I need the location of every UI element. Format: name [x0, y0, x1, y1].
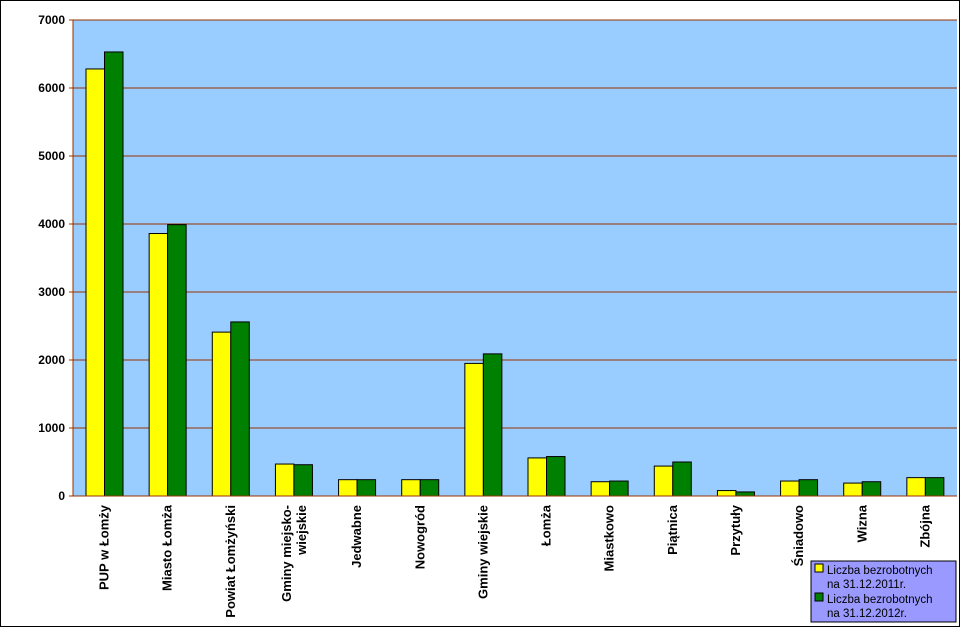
- x-tick-label: Gminy wiejskie: [475, 505, 490, 599]
- legend-label: Liczba bezrobotnych na 31.12.2012r.: [827, 594, 932, 620]
- bar: [546, 456, 566, 497]
- x-tick-group: Miastkowo: [602, 505, 617, 572]
- x-tick-group: Powiat Łomżyński: [223, 505, 238, 618]
- y-tick-label: 0: [58, 489, 65, 503]
- x-tick-group: Gminy wiejskie: [475, 505, 490, 599]
- bar: [464, 362, 484, 497]
- legend-box: [810, 560, 957, 623]
- plot-area: [73, 20, 957, 496]
- bar: [716, 490, 737, 497]
- bar: [419, 479, 440, 497]
- x-tick-group: Nowogród: [412, 505, 427, 569]
- x-tick-label: Powiat Łomżyński: [223, 505, 238, 618]
- x-tick-label: Przytuły: [728, 504, 743, 555]
- x-tick-group: Jedwabne: [349, 505, 364, 568]
- legend-label: Liczba bezrobotnych na 31.12.2011r.: [827, 565, 932, 591]
- x-tick-label: Miasto Łomża: [160, 504, 175, 591]
- bar: [527, 457, 547, 497]
- bar: [906, 477, 926, 497]
- x-tick-group: Gminy miejsko-wiejskie: [279, 505, 309, 602]
- x-tick-label: PUP w Łomży: [97, 504, 112, 590]
- bar: [230, 321, 250, 497]
- x-tick-group: Zbójna: [917, 504, 932, 547]
- bar: [85, 68, 105, 497]
- bar: [167, 224, 187, 497]
- x-tick-label: Łomża: [539, 504, 554, 546]
- x-tick-label: Piątnica: [665, 504, 680, 555]
- y-tick-label: 3000: [38, 285, 65, 299]
- x-tick-label: Gminy miejsko-wiejskie: [279, 505, 309, 602]
- x-tick-label: Wizna: [854, 504, 869, 542]
- x-tick-group: Piątnica: [665, 504, 680, 555]
- y-tick-label: 1000: [38, 421, 65, 435]
- bar: [798, 479, 819, 497]
- bar: [148, 233, 169, 497]
- bar: [843, 482, 863, 497]
- x-tick-group: PUP w Łomży: [97, 504, 112, 590]
- x-tick-group: Wizna: [854, 504, 869, 542]
- x-tick-label: Zbójna: [917, 504, 932, 547]
- bar: [735, 491, 755, 497]
- y-tick-label: 6000: [38, 81, 65, 95]
- bar: [653, 465, 674, 497]
- y-tick-label: 7000: [38, 13, 65, 27]
- y-tick-label: 5000: [38, 149, 65, 163]
- bar: [274, 463, 295, 497]
- bar: [401, 479, 421, 497]
- bar: [924, 477, 945, 497]
- bar: [609, 480, 629, 497]
- x-tick-label: Miastkowo: [602, 505, 617, 572]
- bar: [780, 480, 800, 497]
- x-tick-label: Jedwabne: [349, 505, 364, 568]
- x-tick-group: Przytuły: [728, 504, 743, 555]
- bar: [211, 331, 232, 497]
- x-tick-label: Śniadowo: [791, 505, 806, 566]
- x-tick-group: Miasto Łomża: [160, 504, 175, 591]
- x-tick-label: Nowogród: [412, 505, 427, 569]
- x-tick-group: Śniadowo: [791, 505, 806, 566]
- y-tick-label: 4000: [38, 217, 65, 231]
- legend: Liczba bezrobotnych na 31.12.2011r. Liczba…: [810, 560, 957, 623]
- bar: [482, 353, 503, 497]
- legend-swatch: [814, 563, 824, 573]
- legend-swatch: [814, 592, 824, 602]
- bar: [356, 479, 377, 497]
- bar: [293, 464, 313, 497]
- x-tick-group: Łomża: [539, 504, 554, 546]
- bar: [104, 51, 124, 497]
- y-tick-label: 2000: [38, 353, 65, 367]
- bar: [672, 461, 692, 497]
- bar: [861, 481, 882, 497]
- bar: [590, 481, 611, 497]
- bar: [338, 479, 358, 497]
